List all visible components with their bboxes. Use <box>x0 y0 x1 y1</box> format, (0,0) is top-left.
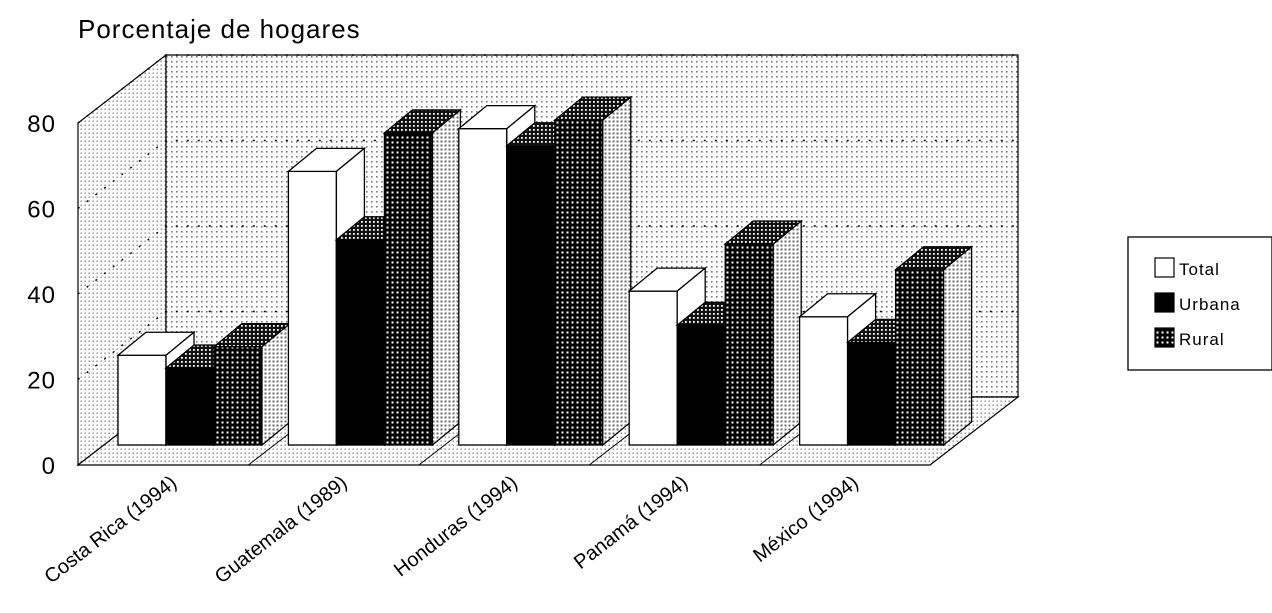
bar-front <box>458 127 508 446</box>
y-axis-title: Porcentaje de hogares <box>78 14 361 44</box>
legend-swatch <box>1154 257 1175 278</box>
legend-item-total: Total <box>1154 257 1220 279</box>
x-axis-ticks: Costa Rica (1994) Guatemala (1989) Hondura… <box>41 472 863 589</box>
x-tick-label: Guatemala (1989) <box>211 472 352 589</box>
bar-rural <box>893 245 974 447</box>
bar-front <box>383 132 434 446</box>
bar-side <box>602 95 632 447</box>
legend-label: Rural <box>1179 330 1225 349</box>
y-tick-label: 60 <box>27 197 56 224</box>
bar-side <box>942 245 973 447</box>
gridline <box>77 310 1018 381</box>
y-tick-label: 80 <box>27 111 56 138</box>
legend-box <box>1127 236 1272 371</box>
gridline <box>77 54 1018 124</box>
legend-label: Total <box>1179 260 1220 279</box>
legend: Total Urbana Rural <box>1127 236 1272 371</box>
x-tick-label: Panamá (1994) <box>570 472 692 574</box>
bar-front <box>554 119 604 446</box>
bar-front <box>676 324 726 446</box>
legend-swatch <box>1154 292 1175 313</box>
x-tick-label: Honduras (1994) <box>390 472 522 582</box>
legend-swatch <box>1154 327 1175 348</box>
bar-front <box>798 316 849 446</box>
bar-side <box>431 108 462 447</box>
y-tick-label: 0 <box>42 453 56 480</box>
bar-front <box>724 243 774 446</box>
legend-item-urbana: Urbana <box>1154 292 1241 314</box>
bar-rural <box>552 95 633 447</box>
bar-front <box>213 346 263 446</box>
y-tick-label: 40 <box>27 282 56 309</box>
x-tick-label: México (1994) <box>749 472 862 567</box>
bar-front <box>894 269 945 446</box>
gridline <box>77 225 1018 295</box>
legend-label: Urbana <box>1179 295 1241 314</box>
bar-front <box>165 367 215 446</box>
y-tick-label: 20 <box>27 368 56 395</box>
y-axis-ticks: 0 20 40 60 80 <box>27 111 56 480</box>
bars <box>116 95 974 447</box>
x-tick-label: Costa Rica (1994) <box>41 472 182 589</box>
bar-front <box>506 145 556 446</box>
gridline <box>77 139 1018 210</box>
bar-front <box>846 341 897 446</box>
bar-rural <box>212 322 292 447</box>
legend-item-rural: Rural <box>1154 327 1225 349</box>
bar-rural <box>723 219 804 447</box>
bar-front <box>335 239 386 446</box>
bar-front <box>117 354 167 446</box>
bar-rural <box>382 108 463 447</box>
bar-front <box>628 290 678 446</box>
bar-side <box>772 219 802 447</box>
bar-front <box>287 170 338 446</box>
